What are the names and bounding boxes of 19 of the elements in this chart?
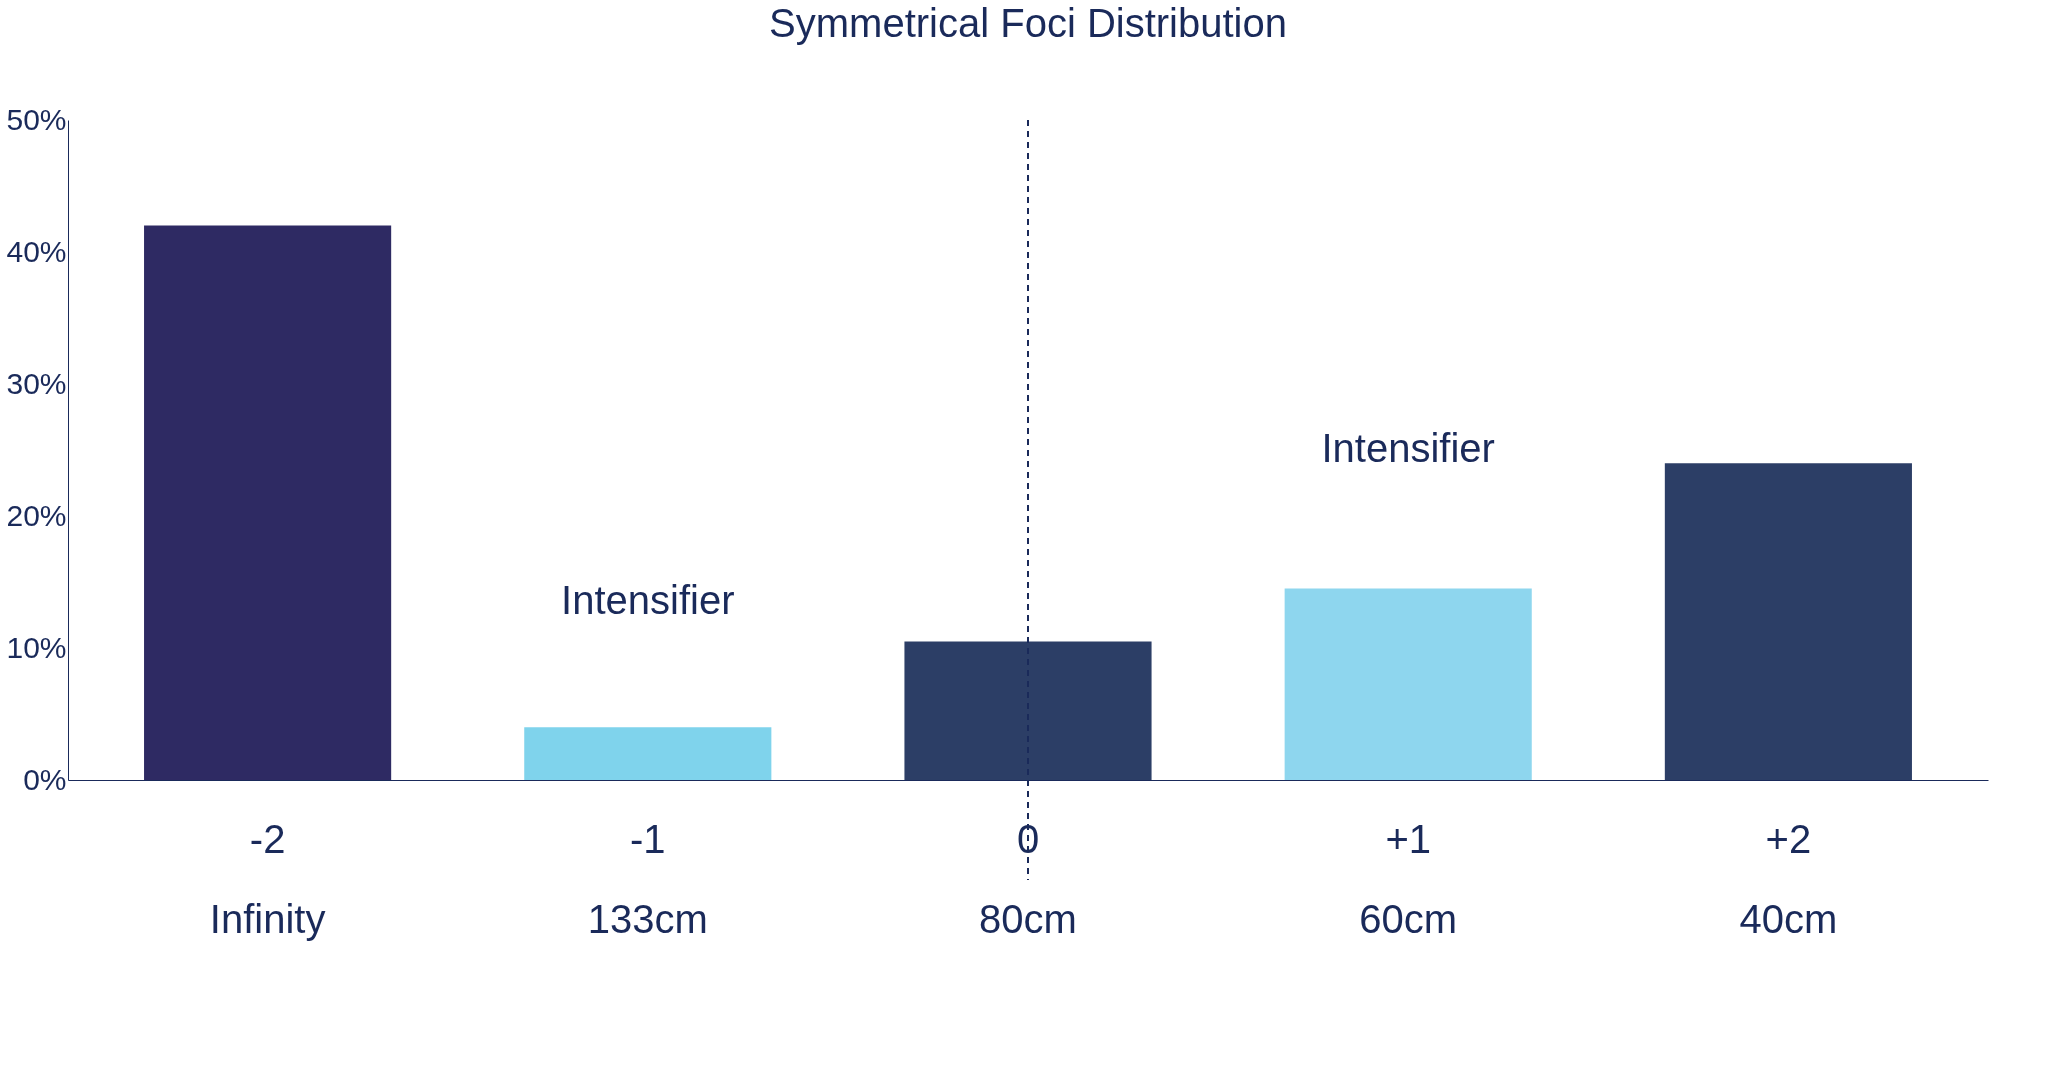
chart-title: Symmetrical Foci Distribution [769, 1, 1287, 45]
y-tick-label: 30% [6, 366, 67, 400]
y-tick-label: 10% [6, 630, 67, 664]
x-tick-label: 0 80cm [979, 816, 1077, 941]
bar [1664, 463, 1912, 780]
bar [524, 727, 772, 780]
x-tick-label: -2 Infinity [209, 816, 326, 941]
annotation: Intensifier [561, 577, 735, 622]
y-tick-label: 40% [6, 234, 67, 268]
annotation: Intensifier [1321, 426, 1495, 470]
bar [1284, 588, 1532, 780]
y-tick-label: 20% [6, 498, 67, 532]
x-tick-label: -1 133cm [587, 816, 708, 941]
y-tick-label: 50% [6, 102, 67, 136]
x-tick-label: +1 60cm [1359, 816, 1458, 941]
bar [904, 641, 1152, 780]
bar [144, 225, 392, 780]
y-tick-label: 0% [23, 762, 67, 796]
x-tick-label: +2 40cm [1739, 816, 1838, 941]
